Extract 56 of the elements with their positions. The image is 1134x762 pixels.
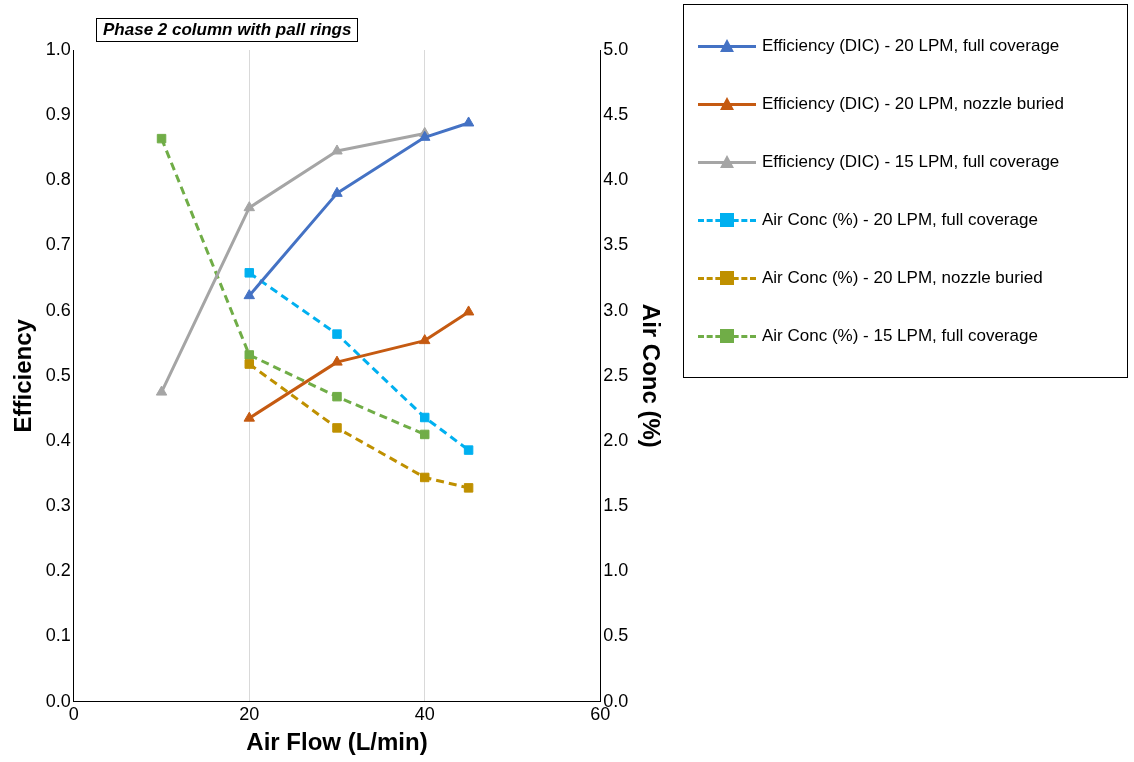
y-tick-label: 0.6 (45, 299, 71, 320)
y2-tick-label: 4.0 (603, 169, 629, 190)
y-axis-title: Efficiency (9, 318, 37, 433)
point (332, 329, 342, 339)
point (462, 116, 475, 127)
point (419, 412, 430, 423)
point (244, 350, 255, 360)
y-tick-label: 0.4 (45, 429, 71, 450)
point (463, 483, 474, 493)
point (331, 186, 343, 197)
x-axis-title: Air Flow (L/min) (246, 728, 428, 756)
point (419, 130, 431, 141)
point (331, 355, 343, 366)
x-tick-label: 20 (239, 704, 260, 725)
y2-axis-title: Air Conc (%) (637, 303, 665, 448)
y2-tick-label: 3.0 (603, 299, 629, 320)
point (155, 385, 168, 396)
y-tick-label: 0.9 (45, 104, 71, 125)
legend-label: Efficiency (DIC) - 15 LPM, full coverage (762, 152, 1060, 172)
y2-tick-label: 1.0 (603, 560, 629, 581)
legend-label: Air Conc (%) - 20 LPM, full coverage (762, 210, 1038, 230)
point (419, 429, 430, 440)
y-tick-label: 0.3 (45, 495, 71, 516)
point (332, 391, 342, 402)
point (419, 334, 431, 345)
y2-tick-label: 4.5 (603, 104, 629, 125)
y-tick-label: 0.7 (45, 234, 71, 255)
point (331, 144, 343, 155)
y-tick-label: 0.8 (45, 169, 71, 190)
y-tick-label: 0.2 (45, 560, 71, 581)
y-tick-label: 0.5 (45, 364, 71, 385)
legend-label: Air Conc (%) - 20 LPM, nozzle buried (762, 268, 1043, 288)
point (244, 359, 255, 369)
y2-tick-label: 2.0 (603, 429, 629, 450)
point (156, 133, 167, 144)
y2-tick-label: 5.0 (603, 38, 629, 59)
point (244, 268, 255, 278)
chart-title: Phase 2 column with pall rings (96, 18, 359, 42)
point (463, 445, 474, 455)
y2-tick-label: 0.5 (603, 625, 629, 646)
x-tick-label: 40 (414, 704, 435, 725)
point (462, 305, 475, 316)
y-tick-label: 0.1 (45, 625, 71, 646)
y2-tick-label: 2.5 (603, 364, 629, 385)
point (332, 423, 342, 433)
y2-tick-label: 3.5 (603, 234, 629, 255)
y2-tick-label: 1.5 (603, 495, 629, 516)
point (243, 411, 255, 422)
point (243, 201, 255, 212)
y-tick-label: 0.0 (45, 690, 71, 711)
legend-label: Air Conc (%) - 15 LPM, full coverage (762, 326, 1038, 346)
legend-label: Efficiency (DIC) - 20 LPM, nozzle buried (762, 94, 1065, 114)
y-tick-label: 1.0 (45, 38, 71, 59)
point (419, 472, 430, 483)
point (243, 289, 255, 300)
legend-label: Efficiency (DIC) - 20 LPM, full coverage (762, 36, 1060, 56)
